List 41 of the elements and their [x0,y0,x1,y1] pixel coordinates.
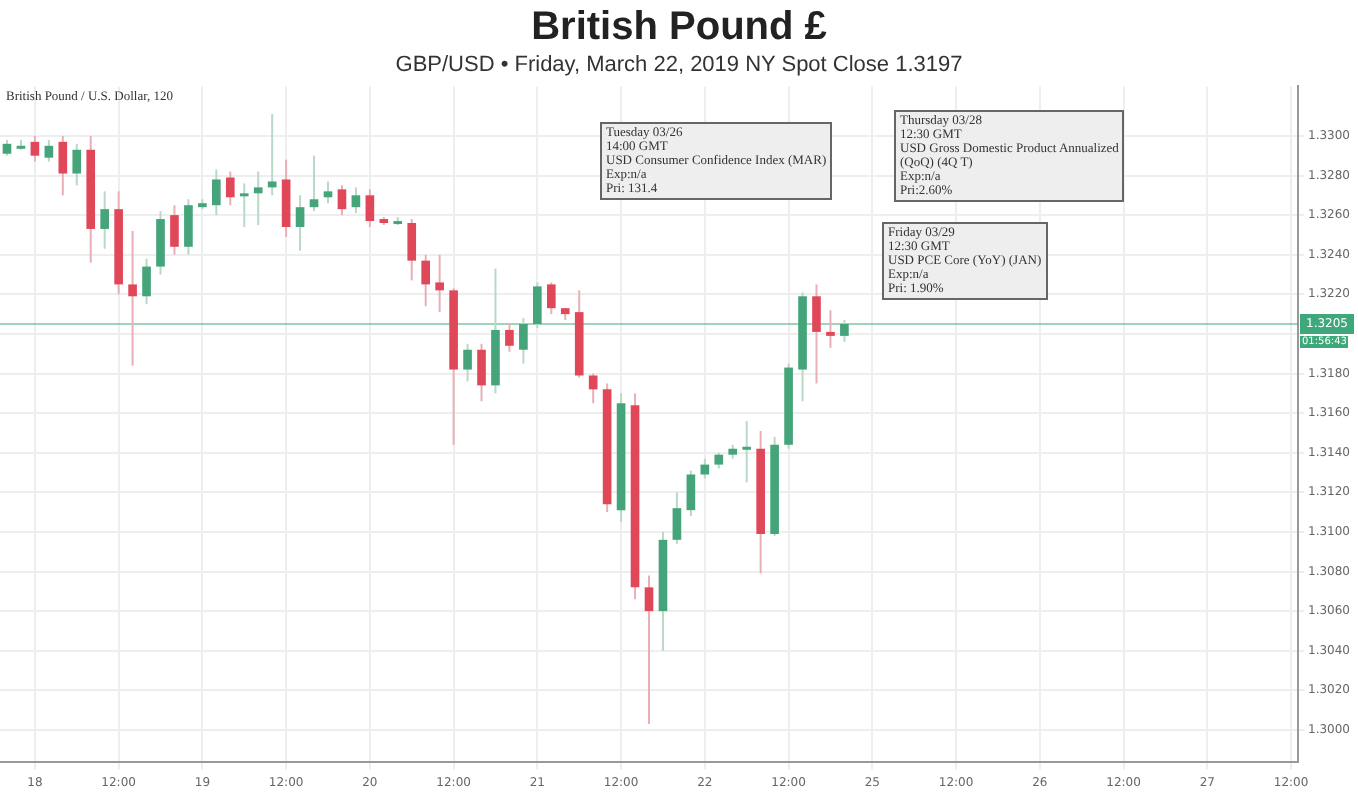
candlestick [44,138,54,163]
candlestick [826,309,835,349]
candlestick [170,204,179,256]
candlestick [309,154,319,213]
candlestick [253,170,263,226]
candlestick [519,317,528,365]
candlestick [365,188,375,228]
candlestick [463,342,472,383]
chart-title: British Pound £ [531,5,827,50]
candlestick [212,168,221,217]
candlestick [533,281,542,329]
candlestick [337,184,347,217]
candlestick [588,372,598,405]
candlestick [295,194,305,252]
chart-subtitle: GBP/USD • Friday, March 22, 2019 NY Spot Close 1.3197 [395,53,963,78]
candlestick [239,182,249,228]
candlestick [72,142,82,187]
candlestick [351,186,361,215]
candlestick [184,198,193,256]
candlestick [142,257,151,306]
candlestick [128,229,137,367]
candlestick [58,134,68,197]
candlestick [840,319,849,343]
candlestick [225,170,235,207]
candlestick [30,134,40,163]
candlestick [435,253,444,314]
candlestick [323,180,333,205]
candlestick [407,218,417,282]
candlestick [477,342,486,403]
candlestick [742,420,752,484]
candlestick [546,281,556,316]
candlestick [281,158,291,238]
candlestick [100,190,109,250]
candlestick [421,253,431,308]
candlestick [267,113,277,197]
candlestick [686,469,696,518]
candlestick [156,210,165,276]
candlestick [505,323,514,353]
candlestick [644,574,654,725]
candlestick [812,283,821,385]
candlestick [672,491,682,545]
